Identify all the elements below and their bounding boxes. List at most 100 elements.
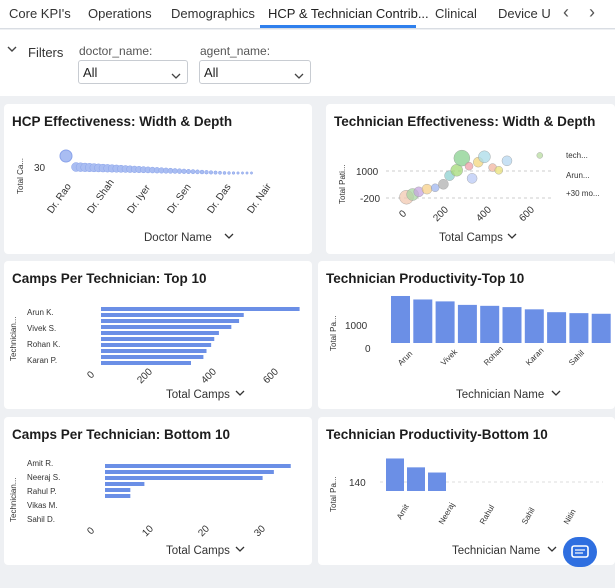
chevron-down-icon[interactable] (235, 390, 245, 396)
chevron-down-icon[interactable] (551, 390, 561, 396)
scatter-point (536, 152, 543, 159)
tab-core-kpis[interactable]: Core KPI's (9, 6, 71, 21)
legend-item[interactable]: Arun... (566, 171, 590, 180)
tab-hcp-technician[interactable]: HCP & Technician Contrib... (268, 6, 429, 21)
bubble (204, 170, 209, 175)
bar (591, 313, 611, 343)
bubble (213, 170, 218, 175)
x-tick: 600 (517, 204, 537, 224)
legend-more[interactable]: +30 mo... (566, 189, 600, 198)
scatter-point (466, 173, 478, 184)
agent-name-select[interactable]: All (199, 60, 311, 84)
hcp-bubbles (59, 149, 253, 175)
y-tick: -200 (360, 194, 380, 205)
x-tick-label: Dr. Das (205, 182, 233, 216)
x-tick: 20 (196, 523, 212, 539)
x-tick: 30 (252, 523, 268, 539)
technician-bubbles (399, 149, 543, 205)
y-tick: 140 (349, 478, 366, 489)
x-tick: 400 (474, 204, 494, 224)
legend-item[interactable]: tech... (566, 151, 588, 160)
y-axis-title: Technician... (9, 317, 18, 361)
x-tick-label: Dr. Nair (245, 181, 274, 216)
bubble (186, 169, 191, 174)
filters-collapse-icon[interactable] (6, 42, 18, 60)
bubble (208, 170, 214, 175)
x-tick: 200 (431, 204, 451, 224)
x-axis-title[interactable]: Doctor Name (144, 232, 212, 244)
bar (101, 307, 300, 311)
doctor-name-value: All (83, 65, 98, 80)
active-tab-indicator (260, 25, 416, 28)
bubble (218, 170, 222, 175)
bar (569, 313, 589, 343)
chevron-down-icon[interactable] (224, 233, 234, 239)
x-axis-title[interactable]: Technician Name (452, 545, 540, 557)
bar (105, 482, 145, 486)
chat-help-button[interactable] (563, 537, 597, 567)
bar (413, 299, 433, 343)
bars (391, 295, 611, 343)
x-axis-title[interactable]: Total Camps (166, 545, 230, 557)
x-axis-title[interactable]: Technician Name (456, 389, 544, 401)
bar (101, 361, 191, 365)
bar (502, 307, 522, 343)
x-axis-title[interactable]: Total Camps (439, 232, 503, 244)
x-tick: 200 (135, 366, 155, 386)
bar (105, 488, 131, 492)
bubble (59, 149, 73, 163)
chevron-down-icon[interactable] (235, 546, 245, 552)
bar (386, 458, 404, 491)
bar (391, 295, 410, 343)
doctor-name-select[interactable]: All (78, 60, 188, 84)
bar (105, 470, 274, 474)
hcp-effectiveness-card: HCP Effectiveness: Width & Depth Total C… (4, 104, 312, 254)
chevron-down-icon[interactable] (547, 546, 557, 552)
scatter-point (501, 155, 513, 167)
bar (105, 476, 263, 480)
scatter-point (494, 166, 503, 175)
technician-effectiveness-card: Technician Effectiveness: Width & Depth … (326, 104, 615, 254)
x-tick-label: Karan (524, 346, 545, 367)
x-axis-title[interactable]: Total Camps (166, 389, 230, 401)
bubble (181, 168, 187, 174)
x-tick: 0 (85, 525, 97, 537)
tab-operations[interactable]: Operations (88, 6, 152, 21)
bubble (227, 171, 231, 175)
x-tick-label: Dr. Shah (85, 178, 116, 216)
bar (435, 301, 455, 343)
y-tick-label: Rahul P. (27, 487, 57, 496)
x-tick: 10 (140, 523, 156, 539)
bar (101, 337, 215, 341)
y-tick-label: Karan P. (27, 356, 57, 365)
y-axis-title: Total Pati... (338, 164, 347, 204)
tab-device-u[interactable]: Device U (498, 6, 551, 21)
tab-demographics[interactable]: Demographics (171, 6, 255, 21)
filters-label: Filters (28, 45, 64, 60)
bubble (250, 171, 253, 175)
tab-clinical[interactable]: Clinical (435, 6, 477, 21)
scatter-point (438, 179, 449, 190)
y-axis-title: Technician... (9, 478, 18, 522)
x-tick: 0 (85, 369, 97, 381)
chevron-down-icon[interactable] (507, 233, 517, 239)
filters-panel: Filters doctor_name: All agent_name: All (0, 30, 615, 96)
bar (105, 464, 291, 468)
card-title: Camps Per Technician: Bottom 10 (12, 427, 231, 442)
tab-scroll-left-icon[interactable]: ‹ (563, 2, 569, 22)
card-title: Technician Productivity-Bottom 10 (326, 427, 548, 442)
productivity-top10-card: Technician Productivity-Top 10 Total Pa.… (318, 261, 615, 409)
hcp-effectiveness-chart: Total Ca... 30 Dr. Rao Dr. Shah Dr. Iyer… (16, 149, 274, 244)
card-title: Camps Per Technician: Top 10 (12, 271, 207, 286)
bubble (199, 169, 205, 175)
tab-scroll-right-icon[interactable]: › (589, 2, 595, 22)
camps-top10-card: Camps Per Technician: Top 10 Technician.… (4, 261, 312, 409)
scatter-point (430, 183, 440, 192)
camps-top10-chart: Technician... Arun K. Vivek S. Rohan K. … (9, 307, 300, 401)
bar (524, 309, 544, 343)
y-tick: 1000 (345, 321, 368, 332)
bars (386, 458, 446, 491)
x-tick: 0 (397, 208, 409, 220)
bubble (222, 171, 227, 175)
x-tick-label: Neeraj (437, 501, 457, 526)
